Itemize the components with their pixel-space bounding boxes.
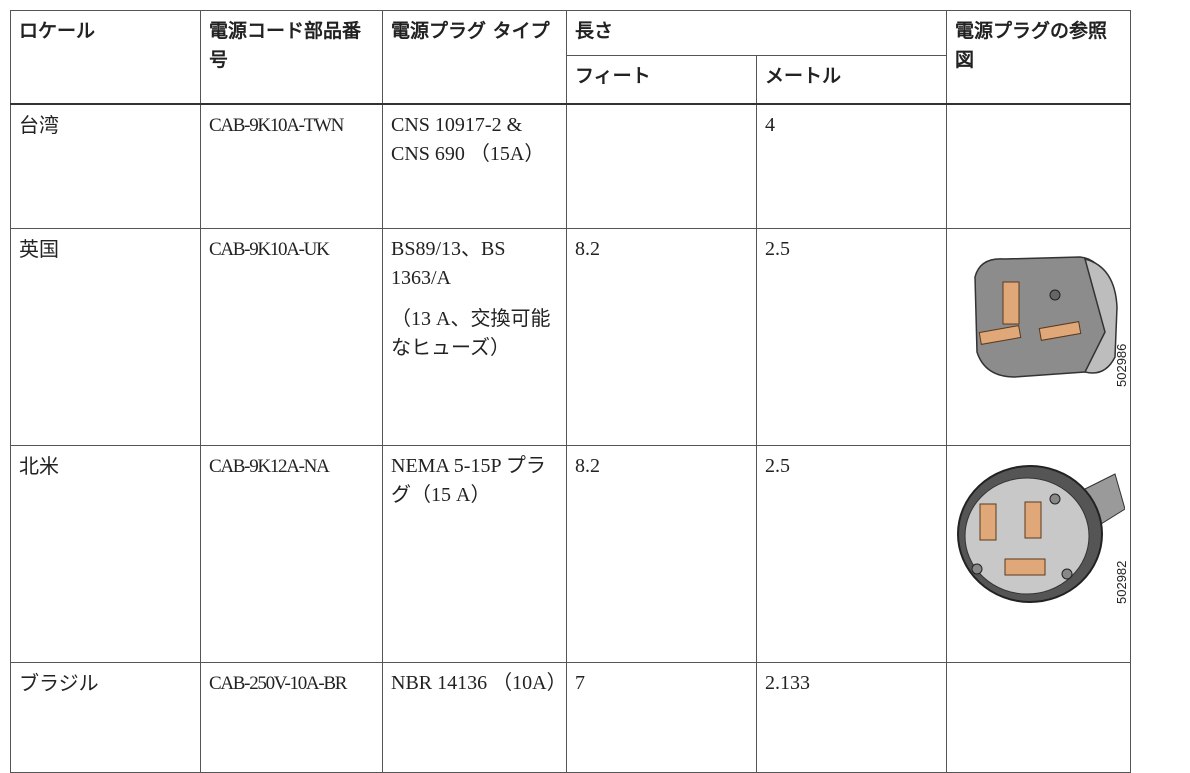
plug-type-text: NEMA 5-15P プラグ（15 A） — [391, 455, 546, 506]
header-row: ロケール 電源コード部品番号 電源プラグ タイプ 長さ 電源プラグの参照図 — [10, 10, 1132, 105]
locale-cell: 英国 — [10, 228, 201, 446]
feet-cell: 7 — [566, 662, 757, 773]
header-cell: ロケール — [10, 10, 201, 105]
header-cell: 長さ — [565, 10, 948, 56]
plug-type-text: （13 A、交換可能なヒューズ） — [391, 308, 551, 359]
table-row: ブラジル CAB-250V-10A-BR NBR 14136 （10A） 7 2.133 — [10, 662, 1132, 773]
reference-cell — [946, 103, 1132, 229]
plug-type-cell: NEMA 5-15P プラグ（15 A） — [382, 445, 567, 663]
plug-image — [957, 465, 1126, 603]
figure-number: 502982 — [1114, 560, 1130, 604]
plug-image — [974, 256, 1118, 378]
table-row: 台湾 CAB-9K10A-TWN CNS 10917-2 & CNS 690 （15… — [10, 103, 1132, 229]
meters-cell: 2.133 — [755, 662, 948, 773]
power-cord-table: ロケール 電源コード部品番号 電源プラグ タイプ 長さ 電源プラグの参照図 フィ… — [10, 10, 1132, 773]
header-cell: 電源プラグの参照図 — [946, 10, 1132, 105]
figure-number: 502986 — [1114, 343, 1130, 387]
table-row: 北米 CAB-9K12A-NA NEMA 5-15P プラグ（15 A） 8.2 2.5… — [10, 445, 1132, 663]
reference-cell: 502986 — [946, 228, 1132, 446]
table-row: 英国 CAB-9K10A-UK BS89/13、BS 1363/A （13 A、交換可… — [10, 228, 1132, 446]
part-number-cell: CAB-9K10A-TWN — [200, 103, 383, 229]
feet-cell: 8.2 — [566, 445, 757, 663]
header-cell: 電源プラグ タイプ — [382, 10, 567, 105]
locale-cell: ブラジル — [10, 662, 201, 773]
plug-type-text: CNS 10917-2 & CNS 690 （15A） — [391, 113, 545, 165]
header-cell: フィート — [566, 55, 757, 105]
header-row: フィート メートル — [11, 55, 1131, 105]
meters-cell: 4 — [755, 103, 948, 229]
plug-type-cell: BS89/13、BS 1363/A （13 A、交換可能なヒューズ） — [382, 228, 567, 446]
plug-type-cell: CNS 10917-2 & CNS 690 （15A） — [382, 103, 567, 229]
feet-cell: 8.2 — [566, 228, 757, 446]
header-cell: メートル — [755, 55, 948, 105]
meters-cell: 2.5 — [755, 228, 948, 446]
feet-cell — [566, 103, 757, 229]
page: {"table":{"header":{"locale":"ロケール","par… — [10, 10, 1132, 773]
header-cell: 電源コード部品番号 — [200, 10, 383, 105]
part-number-cell: CAB-250V-10A-BR — [200, 662, 383, 773]
figure: 502982 — [955, 454, 1130, 624]
part-number-cell: CAB-9K10A-UK — [200, 228, 383, 446]
plug-type-text: BS89/13、BS 1363/A — [391, 238, 506, 289]
locale-cell: 北米 — [10, 445, 201, 663]
reference-cell: 502982 — [946, 445, 1132, 663]
part-number-cell: CAB-9K12A-NA — [200, 445, 383, 663]
plug-type-text: NBR 14136 （10A） — [391, 672, 567, 694]
plug-type-cell: NBR 14136 （10A） — [382, 662, 567, 773]
locale-cell: 台湾 — [10, 103, 201, 229]
meters-cell: 2.5 — [755, 445, 948, 663]
reference-cell — [946, 662, 1132, 773]
figure: 502986 — [955, 237, 1130, 407]
